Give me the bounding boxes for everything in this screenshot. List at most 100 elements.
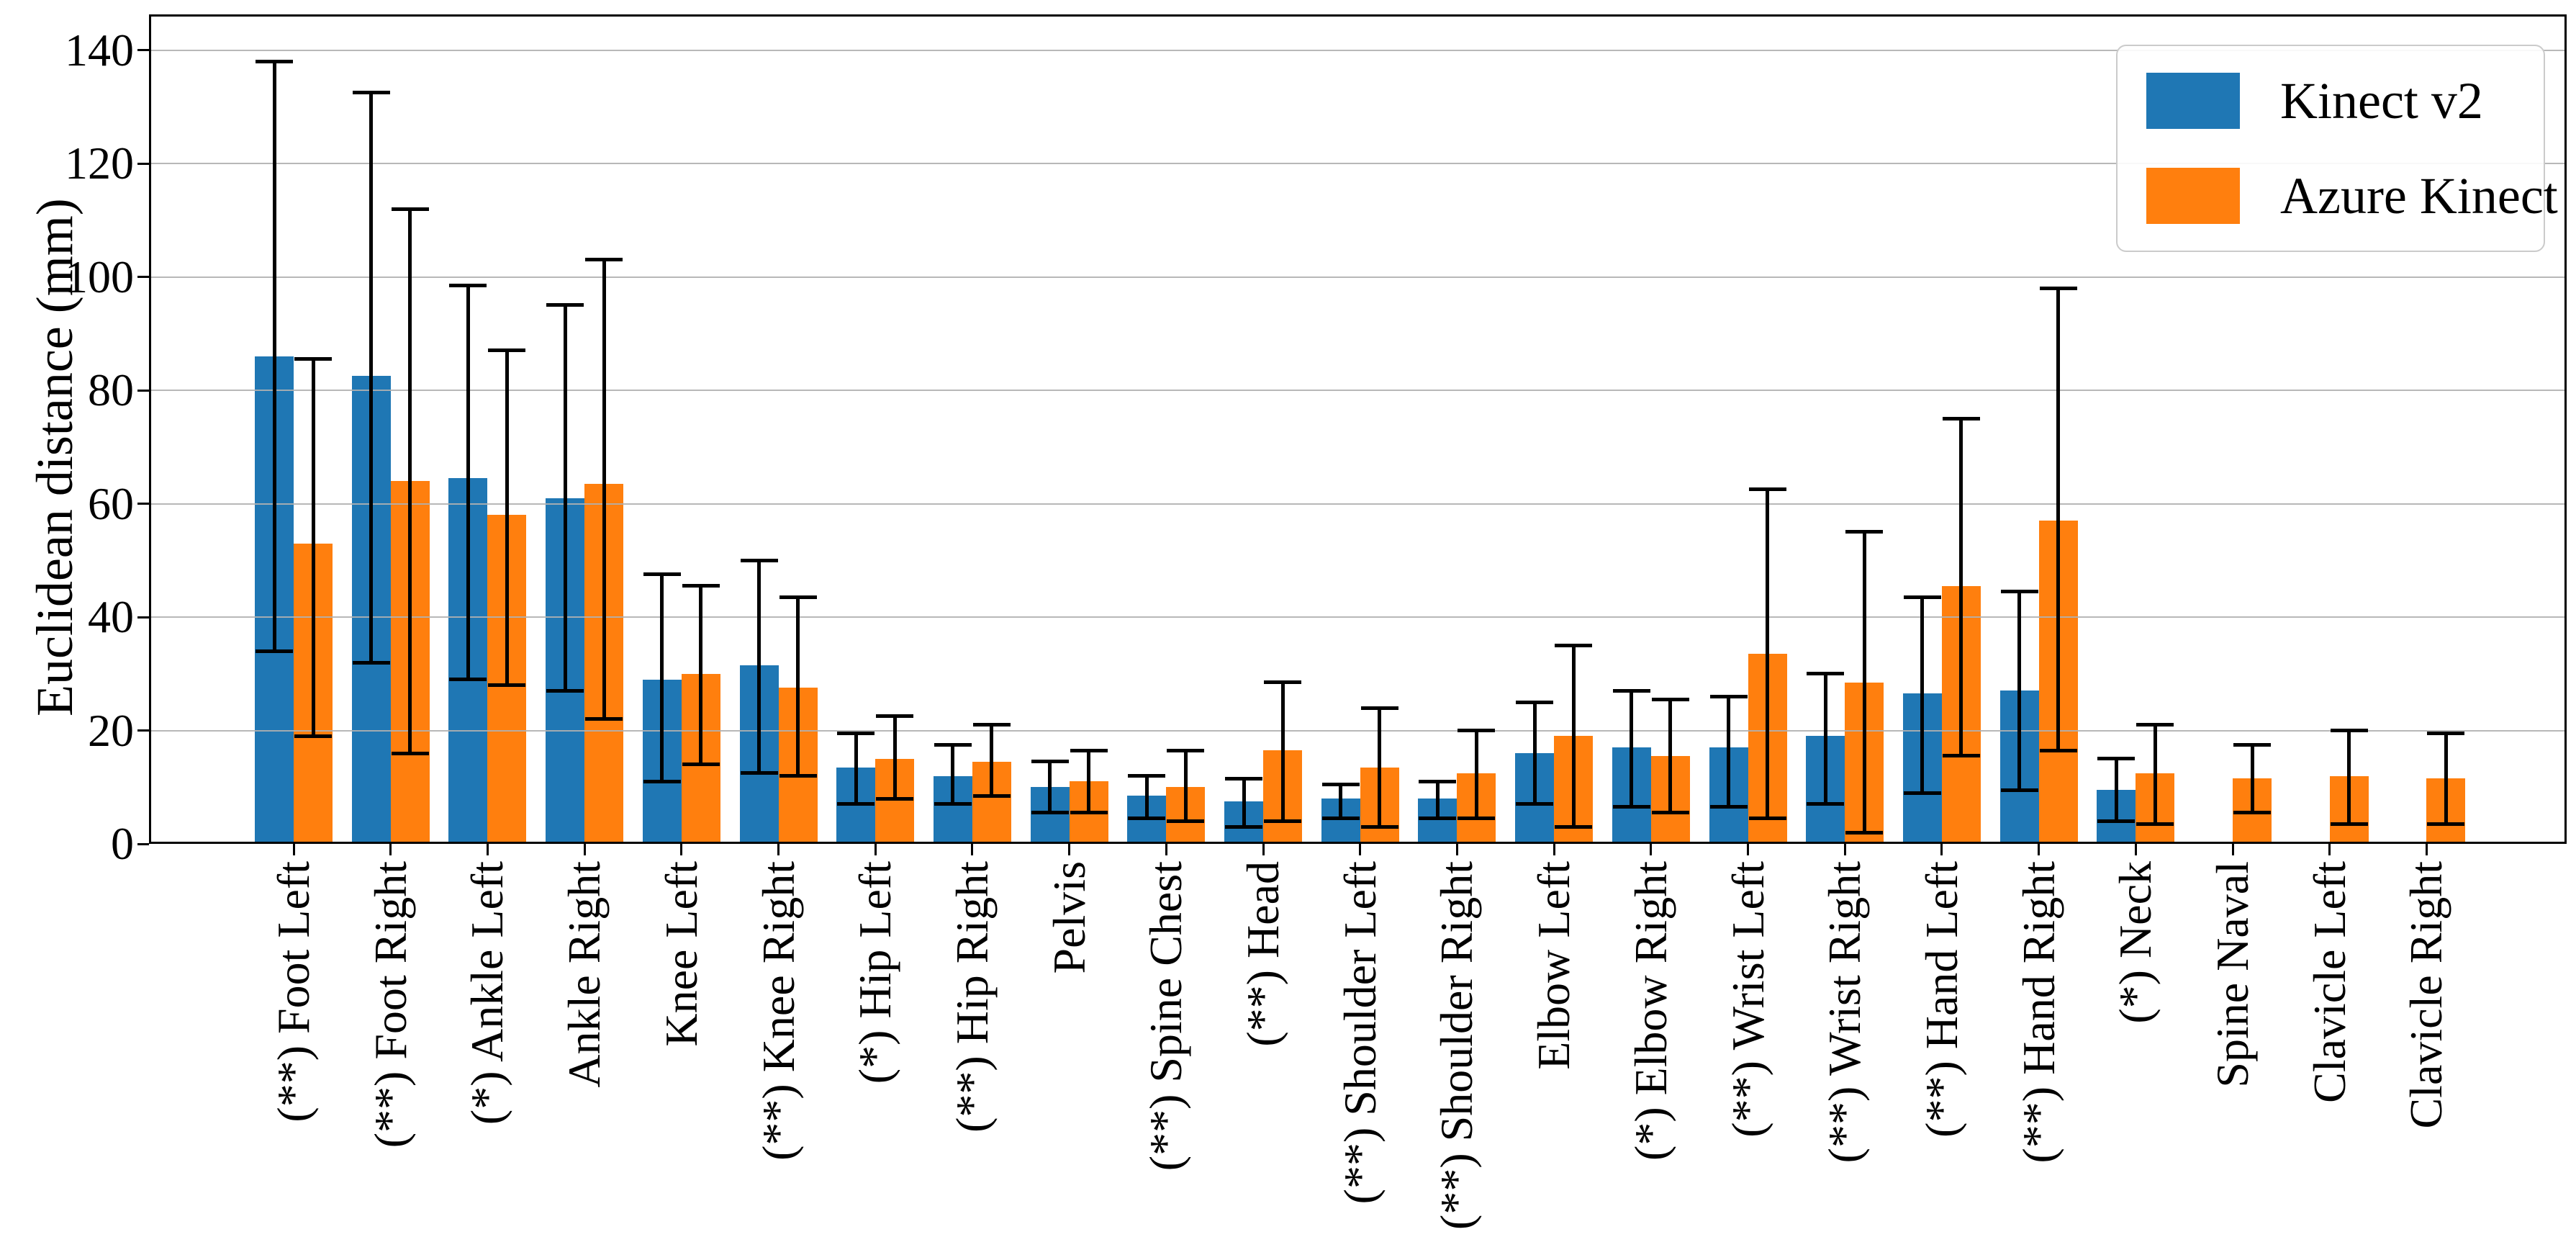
errorbar-azure-kinect-elbow-right-cap-top <box>1651 697 1689 701</box>
errorbar-azure-kinect-elbow-right <box>1668 699 1673 813</box>
errorbar-kinect-v2-head <box>1242 778 1246 827</box>
errorbar-kinect-v2-foot-left-cap-bottom <box>256 649 293 653</box>
errorbar-kinect-v2-hand-right <box>2017 591 2022 791</box>
errorbar-kinect-v2-wrist-left-cap-bottom <box>1709 805 1748 809</box>
errorbar-azure-kinect-head-cap-top <box>1264 680 1301 685</box>
errorbar-kinect-v2-foot-left-cap-top <box>256 59 293 63</box>
errorbar-azure-kinect-clavicle-right-cap-top <box>2427 731 2465 735</box>
errorbar-kinect-v2-foot-right <box>369 92 374 663</box>
errorbar-azure-kinect-neck-cap-bottom <box>2136 822 2174 826</box>
errorbar-kinect-v2-pelvis-cap-top <box>1031 760 1069 764</box>
x-tick-label-foot-left: (**) Foot Left <box>268 861 319 1123</box>
legend-entry-azure-kinect: Azure Kinect <box>2146 167 2558 225</box>
errorbar-azure-kinect-hip-left <box>892 716 897 799</box>
gridline-y-20 <box>149 729 2567 732</box>
errorbar-azure-kinect-pelvis-cap-top <box>1070 748 1108 752</box>
errorbar-azure-kinect-spine-chest <box>1183 750 1188 822</box>
errorbar-kinect-v2-knee-right-cap-bottom <box>740 771 778 775</box>
errorbar-kinect-v2-knee-left-cap-bottom <box>643 779 681 783</box>
errorbar-azure-kinect-spine-chest-cap-top <box>1167 748 1205 752</box>
errorbar-azure-kinect-spine-naval-cap-bottom <box>2233 811 2271 815</box>
gridline-y-80 <box>149 390 2567 392</box>
errorbar-kinect-v2-knee-left-cap-top <box>643 572 681 577</box>
legend-label-kinect-v2: Kinect v2 <box>2280 72 2483 130</box>
x-tick-label-shoulder-right: (**) Shoulder Right <box>1431 861 1483 1230</box>
x-tick-ankle-left <box>486 844 489 855</box>
errorbar-kinect-v2-pelvis-cap-bottom <box>1031 811 1069 815</box>
errorbar-azure-kinect-elbow-left-cap-top <box>1555 643 1593 647</box>
x-tick-knee-left <box>680 844 683 855</box>
errorbar-kinect-v2-hip-left <box>854 733 858 804</box>
errorbar-azure-kinect-clavicle-right <box>2444 733 2448 824</box>
errorbar-azure-kinect-ankle-left-cap-bottom <box>488 683 526 688</box>
errorbar-kinect-v2-wrist-right-cap-top <box>1807 672 1845 676</box>
x-tick-label-hand-right: (**) Hand Right <box>2012 861 2064 1164</box>
legend-label-azure-kinect: Azure Kinect <box>2280 167 2558 225</box>
x-tick-label-ankle-right: Ankle Right <box>559 861 610 1088</box>
errorbar-kinect-v2-hip-right <box>951 745 955 804</box>
y-tick-label-40: 40 <box>88 591 134 643</box>
errorbar-kinect-v2-foot-right-cap-top <box>352 91 390 95</box>
errorbar-azure-kinect-spine-naval-cap-top <box>2233 742 2271 747</box>
y-tick-label-60: 60 <box>88 477 134 529</box>
errorbar-azure-kinect-foot-left <box>311 359 315 737</box>
legend: Kinect v2 Azure Kinect <box>2116 45 2558 252</box>
errorbar-azure-kinect-spine-chest-cap-bottom <box>1167 819 1205 823</box>
x-tick-label-hip-right: (**) Hip Right <box>946 861 998 1133</box>
x-tick-clavicle-left <box>2328 844 2331 855</box>
errorbar-azure-kinect-wrist-left-cap-top <box>1748 487 1786 492</box>
errorbar-azure-kinect-ankle-right <box>602 259 606 719</box>
x-tick-foot-left <box>292 844 295 855</box>
errorbar-kinect-v2-shoulder-right <box>1435 781 1440 819</box>
x-tick-label-spine-naval: Spine Naval <box>2207 861 2258 1088</box>
errorbar-kinect-v2-wrist-right <box>1823 673 1827 804</box>
x-tick-label-clavicle-left: Clavicle Left <box>2303 861 2355 1103</box>
errorbar-azure-kinect-hand-right-cap-top <box>2039 286 2077 290</box>
errorbar-kinect-v2-hip-right-cap-top <box>934 742 972 747</box>
x-tick-spine-naval <box>2231 844 2234 855</box>
x-tick-shoulder-left <box>1359 844 1362 855</box>
y-tick-80 <box>137 389 149 392</box>
errorbar-kinect-v2-hip-left-cap-top <box>837 731 875 735</box>
x-tick-hip-left <box>874 844 877 855</box>
y-tick-140 <box>137 49 149 52</box>
errorbar-kinect-v2-wrist-right-cap-bottom <box>1807 802 1845 806</box>
gridline-y-100 <box>149 276 2567 278</box>
errorbar-azure-kinect-hand-right-cap-bottom <box>2039 748 2077 752</box>
x-tick-wrist-left <box>1747 844 1749 855</box>
x-tick-neck <box>2134 844 2137 855</box>
errorbar-kinect-v2-shoulder-right-cap-bottom <box>1419 817 1457 821</box>
errorbar-kinect-v2-neck-cap-bottom <box>2097 819 2136 823</box>
errorbar-azure-kinect-pelvis-cap-bottom <box>1070 811 1108 815</box>
errorbar-azure-kinect-clavicle-left-cap-bottom <box>2330 822 2368 826</box>
errorbar-kinect-v2-elbow-left <box>1532 702 1537 804</box>
x-tick-label-knee-left: Knee Left <box>655 861 707 1047</box>
errorbar-kinect-v2-knee-left <box>660 574 664 782</box>
errorbar-kinect-v2-ankle-left-cap-top <box>449 283 487 287</box>
errorbar-azure-kinect-ankle-left-cap-top <box>488 348 526 353</box>
errorbar-azure-kinect-wrist-right <box>1862 531 1866 833</box>
errorbar-kinect-v2-foot-right-cap-bottom <box>352 660 390 665</box>
y-tick-label-80: 80 <box>88 364 134 416</box>
gridline-y-140 <box>149 49 2567 51</box>
errorbar-kinect-v2-ankle-left-cap-bottom <box>449 678 487 682</box>
errorbar-azure-kinect-shoulder-left-cap-top <box>1360 706 1398 710</box>
errorbar-kinect-v2-ankle-left <box>466 285 470 680</box>
x-tick-pelvis <box>1068 844 1071 855</box>
errorbar-azure-kinect-clavicle-left-cap-top <box>2330 729 2368 732</box>
y-tick-20 <box>137 729 149 732</box>
errorbar-azure-kinect-wrist-right-cap-top <box>1845 530 1884 534</box>
x-tick-label-wrist-left: (**) Wrist Left <box>1722 861 1773 1138</box>
errorbar-kinect-v2-knee-right <box>757 560 761 773</box>
errorbar-azure-kinect-knee-right <box>796 597 800 776</box>
x-tick-label-clavicle-right: Clavicle Right <box>2400 861 2452 1129</box>
errorbar-kinect-v2-shoulder-left-cap-bottom <box>1321 817 1360 821</box>
x-tick-label-spine-chest: (**) Spine Chest <box>1140 861 1192 1171</box>
errorbar-azure-kinect-hand-left-cap-top <box>1942 416 1980 420</box>
errorbar-kinect-v2-hand-right-cap-bottom <box>2000 788 2038 792</box>
errorbar-kinect-v2-shoulder-right-cap-top <box>1419 779 1457 783</box>
errorbar-kinect-v2-hip-left-cap-bottom <box>837 802 875 806</box>
x-tick-wrist-right <box>1843 844 1846 855</box>
errorbar-kinect-v2-elbow-left-cap-bottom <box>1516 802 1554 806</box>
errorbar-azure-kinect-clavicle-right-cap-bottom <box>2427 822 2465 826</box>
